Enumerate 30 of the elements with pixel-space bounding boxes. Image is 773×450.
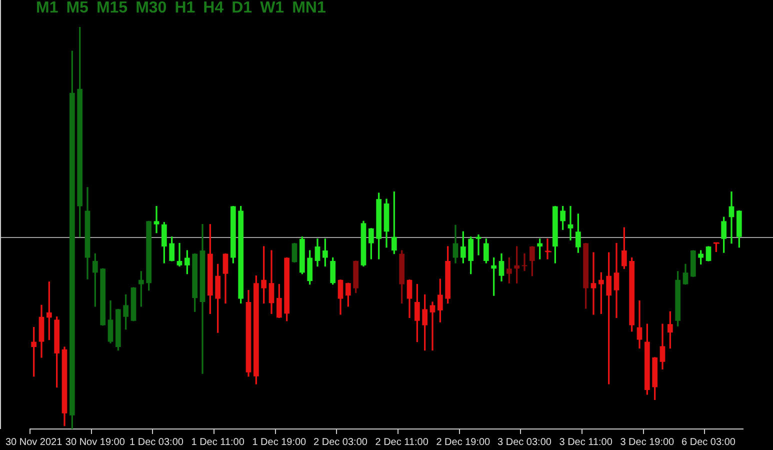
x-tick-label: 1 Dec 03:00 <box>130 436 184 448</box>
x-tick-label: 30 Nov 19:00 <box>65 436 126 448</box>
text: MN1 <box>292 0 326 16</box>
candlestick <box>728 191 734 244</box>
candlestick <box>476 234 482 256</box>
x-tick-label: 2 Dec 19:00 <box>436 436 491 448</box>
candlestick <box>154 206 160 234</box>
candlestick <box>430 302 436 351</box>
text: H4 <box>203 0 224 16</box>
text: H1 <box>174 0 196 16</box>
candlestick <box>568 206 574 240</box>
text: D1 <box>232 0 252 16</box>
candlestick <box>176 242 182 267</box>
text: M1 <box>36 0 58 16</box>
x-tick-label: 1 Dec 11:00 <box>191 436 245 448</box>
x-tick-label: 2 Dec 03:00 <box>314 436 368 448</box>
text: M5 <box>66 0 89 16</box>
candlestick <box>522 253 528 271</box>
x-tick-label: 3 Dec 19:00 <box>620 436 675 448</box>
x-tick-label: 1 Dec 19:00 <box>252 436 307 448</box>
candlestick <box>614 242 620 318</box>
x-tick-label: 2 Dec 11:00 <box>375 436 429 448</box>
x-tick-label: 3 Dec 11:00 <box>559 436 613 448</box>
candlestick <box>590 252 596 315</box>
x-tick-label: 6 Dec 03:00 <box>682 436 736 448</box>
text: M30 <box>136 0 167 16</box>
text: M15 <box>96 0 128 16</box>
x-tick-label: 30 Nov 2021 <box>5 436 63 448</box>
x-tick-label: 3 Dec 03:00 <box>498 436 552 448</box>
text: W1 <box>260 0 284 16</box>
